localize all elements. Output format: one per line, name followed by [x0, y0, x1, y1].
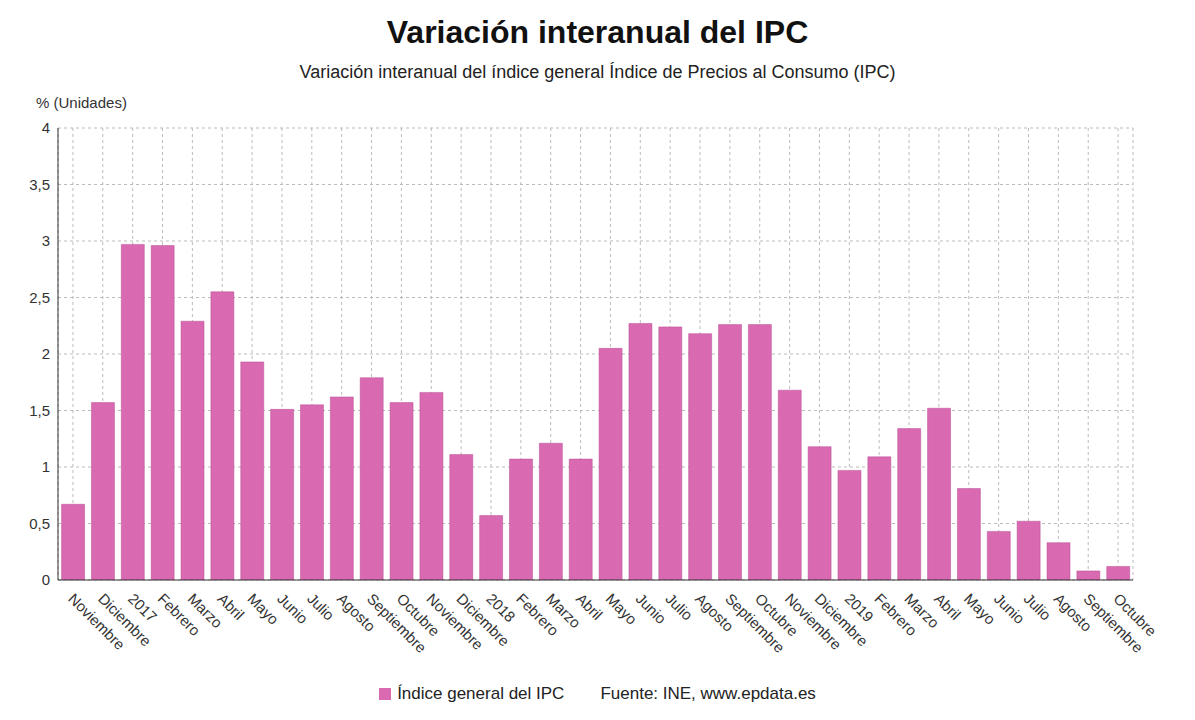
svg-text:Noviembre: Noviembre [781, 589, 846, 654]
html-text:Variación interanual del IPC: Variación interanual del IPC [386, 14, 809, 50]
svg-text:Febrero: Febrero [513, 589, 563, 639]
svg-text:1: 1 [42, 458, 50, 475]
svg-text:Diciembre: Diciembre [95, 589, 155, 650]
svg-text:Septiembre: Septiembre [363, 589, 430, 656]
html-text:Fuente: INE, www.epdata.es: Fuente: INE, www.epdata.es [600, 684, 816, 703]
html-text:Índice general del IPC: Índice general del IPC [397, 684, 565, 703]
svg-text:Abril: Abril [573, 590, 606, 623]
svg-text:0: 0 [42, 571, 50, 588]
svg-text:Marzo: Marzo [901, 589, 943, 632]
svg-text:Mayo: Mayo [603, 590, 641, 628]
svg-text:Julio: Julio [304, 590, 338, 624]
svg-text:Abril: Abril [931, 590, 964, 623]
svg-text:1,5: 1,5 [29, 402, 50, 419]
html-text:Variación interanual del índic: Variación interanual del índice general … [299, 62, 896, 82]
html-text:% (Unidades): % (Unidades) [36, 94, 127, 111]
svg-text:Agosto: Agosto [692, 589, 738, 635]
svg-text:Junio: Junio [991, 590, 1028, 627]
svg-text:Mayo: Mayo [244, 590, 282, 628]
svg-text:Octubre: Octubre [393, 589, 444, 640]
svg-text:Agosto: Agosto [1050, 589, 1096, 635]
svg-text:Octubre: Octubre [752, 589, 802, 640]
svg-text:Diciembre: Diciembre [453, 589, 514, 650]
svg-text:Octubre: Octubre [1110, 590, 1160, 640]
svg-text:Julio: Julio [662, 590, 696, 624]
svg-text:4: 4 [42, 119, 50, 136]
svg-text:2019: 2019 [842, 590, 878, 626]
svg-text:Junio: Junio [633, 590, 670, 627]
svg-text:3: 3 [42, 232, 50, 249]
svg-text:Septiembre: Septiembre [1080, 589, 1147, 656]
svg-text:2018: 2018 [483, 590, 519, 626]
svg-text:0,5: 0,5 [29, 515, 50, 532]
svg-text:2: 2 [42, 345, 50, 362]
svg-text:Julio: Julio [1021, 590, 1055, 624]
svg-text:Diciembre: Diciembre [811, 589, 872, 650]
svg-text:Agosto: Agosto [333, 589, 379, 635]
svg-text:Junio: Junio [274, 590, 311, 627]
svg-text:2017: 2017 [125, 590, 161, 626]
svg-text:Mayo: Mayo [961, 590, 999, 628]
svg-text:3,5: 3,5 [29, 176, 50, 193]
svg-text:Marzo: Marzo [184, 589, 227, 632]
svg-text:Septiembre: Septiembre [722, 589, 789, 656]
svg-text:2,5: 2,5 [29, 289, 50, 306]
svg-text:Noviembre: Noviembre [423, 589, 487, 654]
svg-text:Febrero: Febrero [154, 589, 204, 639]
svg-text:Febrero: Febrero [871, 589, 921, 639]
svg-text:Abril: Abril [214, 590, 247, 623]
svg-text:Marzo: Marzo [542, 589, 585, 632]
svg-text:Noviembre: Noviembre [65, 589, 129, 654]
